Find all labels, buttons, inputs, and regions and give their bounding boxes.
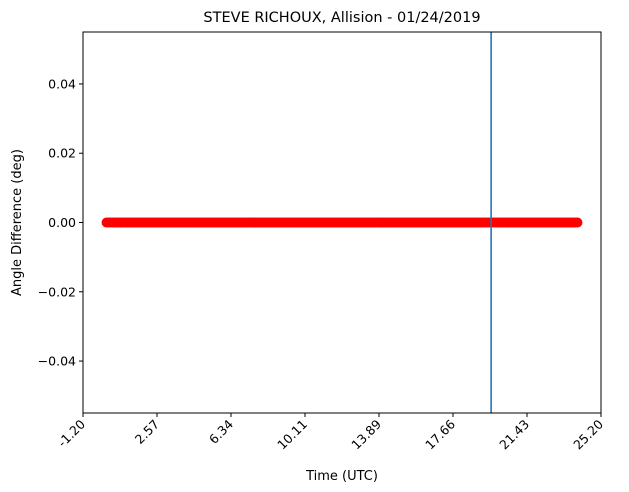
data-point <box>572 217 583 228</box>
y-tick-label: 0.00 <box>48 215 76 230</box>
x-tick-label: 10.11 <box>274 417 310 453</box>
y-tick-label: −0.02 <box>38 284 76 299</box>
x-tick-label: -1.20 <box>55 416 89 450</box>
x-tick-label: 2.57 <box>132 417 162 447</box>
data-series <box>101 217 583 228</box>
plot-area <box>82 31 602 414</box>
x-axis-label: Time (UTC) <box>305 469 378 484</box>
x-tick-label: 25.20 <box>570 416 606 452</box>
y-tick-label: 0.02 <box>48 146 76 161</box>
x-tick-label: 17.66 <box>422 416 458 452</box>
x-axis: -1.20 2.57 6.34 10.11 13.89 17.66 21.43 25.20 <box>55 413 606 453</box>
y-axis-label: Angle Difference (deg) <box>10 149 25 296</box>
y-axis: 0.04 0.02 0.00 −0.02 −0.04 <box>38 76 83 369</box>
x-tick-label: 6.34 <box>206 416 236 446</box>
y-tick-label: 0.04 <box>48 76 76 91</box>
y-tick-label: −0.04 <box>38 354 76 369</box>
x-tick-label: 21.43 <box>496 417 532 453</box>
x-tick-label: 13.89 <box>348 416 384 452</box>
chart-title: STEVE RICHOUX, Allision - 01/24/2019 <box>203 10 480 26</box>
